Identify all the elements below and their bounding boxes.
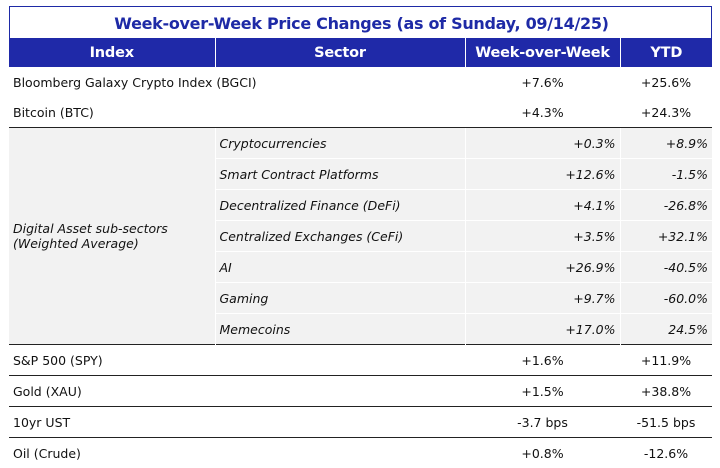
index-cell: Bloomberg Galaxy Crypto Index (BGCI)	[9, 67, 215, 97]
wow-cell: +9.7%	[465, 283, 620, 314]
ytd-cell: +25.6%	[620, 67, 712, 97]
wow-cell: +3.5%	[465, 221, 620, 252]
ytd-cell: -12.6%	[620, 438, 712, 468]
sector-cell	[215, 376, 465, 407]
header-row: Index Sector Week-over-Week YTD	[9, 38, 712, 67]
index-cell: Bitcoin (BTC)	[9, 97, 215, 128]
ytd-cell: +11.9%	[620, 345, 712, 376]
wow-cell: +26.9%	[465, 252, 620, 283]
index-cell: S&P 500 (SPY)	[9, 345, 215, 376]
ytd-cell: +8.9%	[620, 128, 712, 159]
subsector-group-label: Digital Asset sub-sectors (Weighted Aver…	[9, 128, 215, 345]
ytd-cell: +24.3%	[620, 97, 712, 128]
sector-cell: Gaming	[215, 283, 465, 314]
sector-cell: Decentralized Finance (DeFi)	[215, 190, 465, 221]
wow-cell: +12.6%	[465, 159, 620, 190]
wow-cell: +17.0%	[465, 314, 620, 345]
table-title: Week-over-Week Price Changes (as of Sund…	[10, 7, 713, 39]
ytd-cell: 24.5%	[620, 314, 712, 345]
ytd-cell: -51.5 bps	[620, 407, 712, 438]
ytd-cell: -40.5%	[620, 252, 712, 283]
wow-cell: -3.7 bps	[465, 407, 620, 438]
sector-cell	[215, 97, 465, 128]
table-row: Gold (XAU) +1.5% +38.8%	[9, 376, 712, 407]
sector-cell	[215, 345, 465, 376]
header-wow: Week-over-Week	[465, 38, 620, 67]
index-cell: 10yr UST	[9, 407, 215, 438]
sector-cell: Centralized Exchanges (CeFi)	[215, 221, 465, 252]
ytd-cell: +38.8%	[620, 376, 712, 407]
wow-cell: +7.6%	[465, 67, 620, 97]
wow-cell: +0.3%	[465, 128, 620, 159]
ytd-cell: -26.8%	[620, 190, 712, 221]
subsector-row: Digital Asset sub-sectors (Weighted Aver…	[9, 128, 712, 159]
wow-cell: +1.5%	[465, 376, 620, 407]
table-row: 10yr UST -3.7 bps -51.5 bps	[9, 407, 712, 438]
wow-cell: +4.1%	[465, 190, 620, 221]
table-row: Oil (Crude) +0.8% -12.6%	[9, 438, 712, 468]
sector-cell	[215, 438, 465, 468]
sector-cell: AI	[215, 252, 465, 283]
table-row: Bitcoin (BTC) +4.3% +24.3%	[9, 97, 712, 128]
wow-cell: +0.8%	[465, 438, 620, 468]
sector-cell: Memecoins	[215, 314, 465, 345]
table-row: Bloomberg Galaxy Crypto Index (BGCI) +7.…	[9, 67, 712, 97]
header-index: Index	[9, 38, 215, 67]
table-row: S&P 500 (SPY) +1.6% +11.9%	[9, 345, 712, 376]
price-changes-table: Index Sector Week-over-Week YTD Bloomber…	[9, 38, 712, 468]
ytd-cell: -1.5%	[620, 159, 712, 190]
sector-cell	[215, 407, 465, 438]
index-cell: Gold (XAU)	[9, 376, 215, 407]
ytd-cell: +32.1%	[620, 221, 712, 252]
wow-cell: +4.3%	[465, 97, 620, 128]
header-ytd: YTD	[620, 38, 712, 67]
sector-cell: Cryptocurrencies	[215, 128, 465, 159]
ytd-cell: -60.0%	[620, 283, 712, 314]
header-sector: Sector	[215, 38, 465, 67]
wow-cell: +1.6%	[465, 345, 620, 376]
sector-cell: Smart Contract Platforms	[215, 159, 465, 190]
index-cell: Oil (Crude)	[9, 438, 215, 468]
